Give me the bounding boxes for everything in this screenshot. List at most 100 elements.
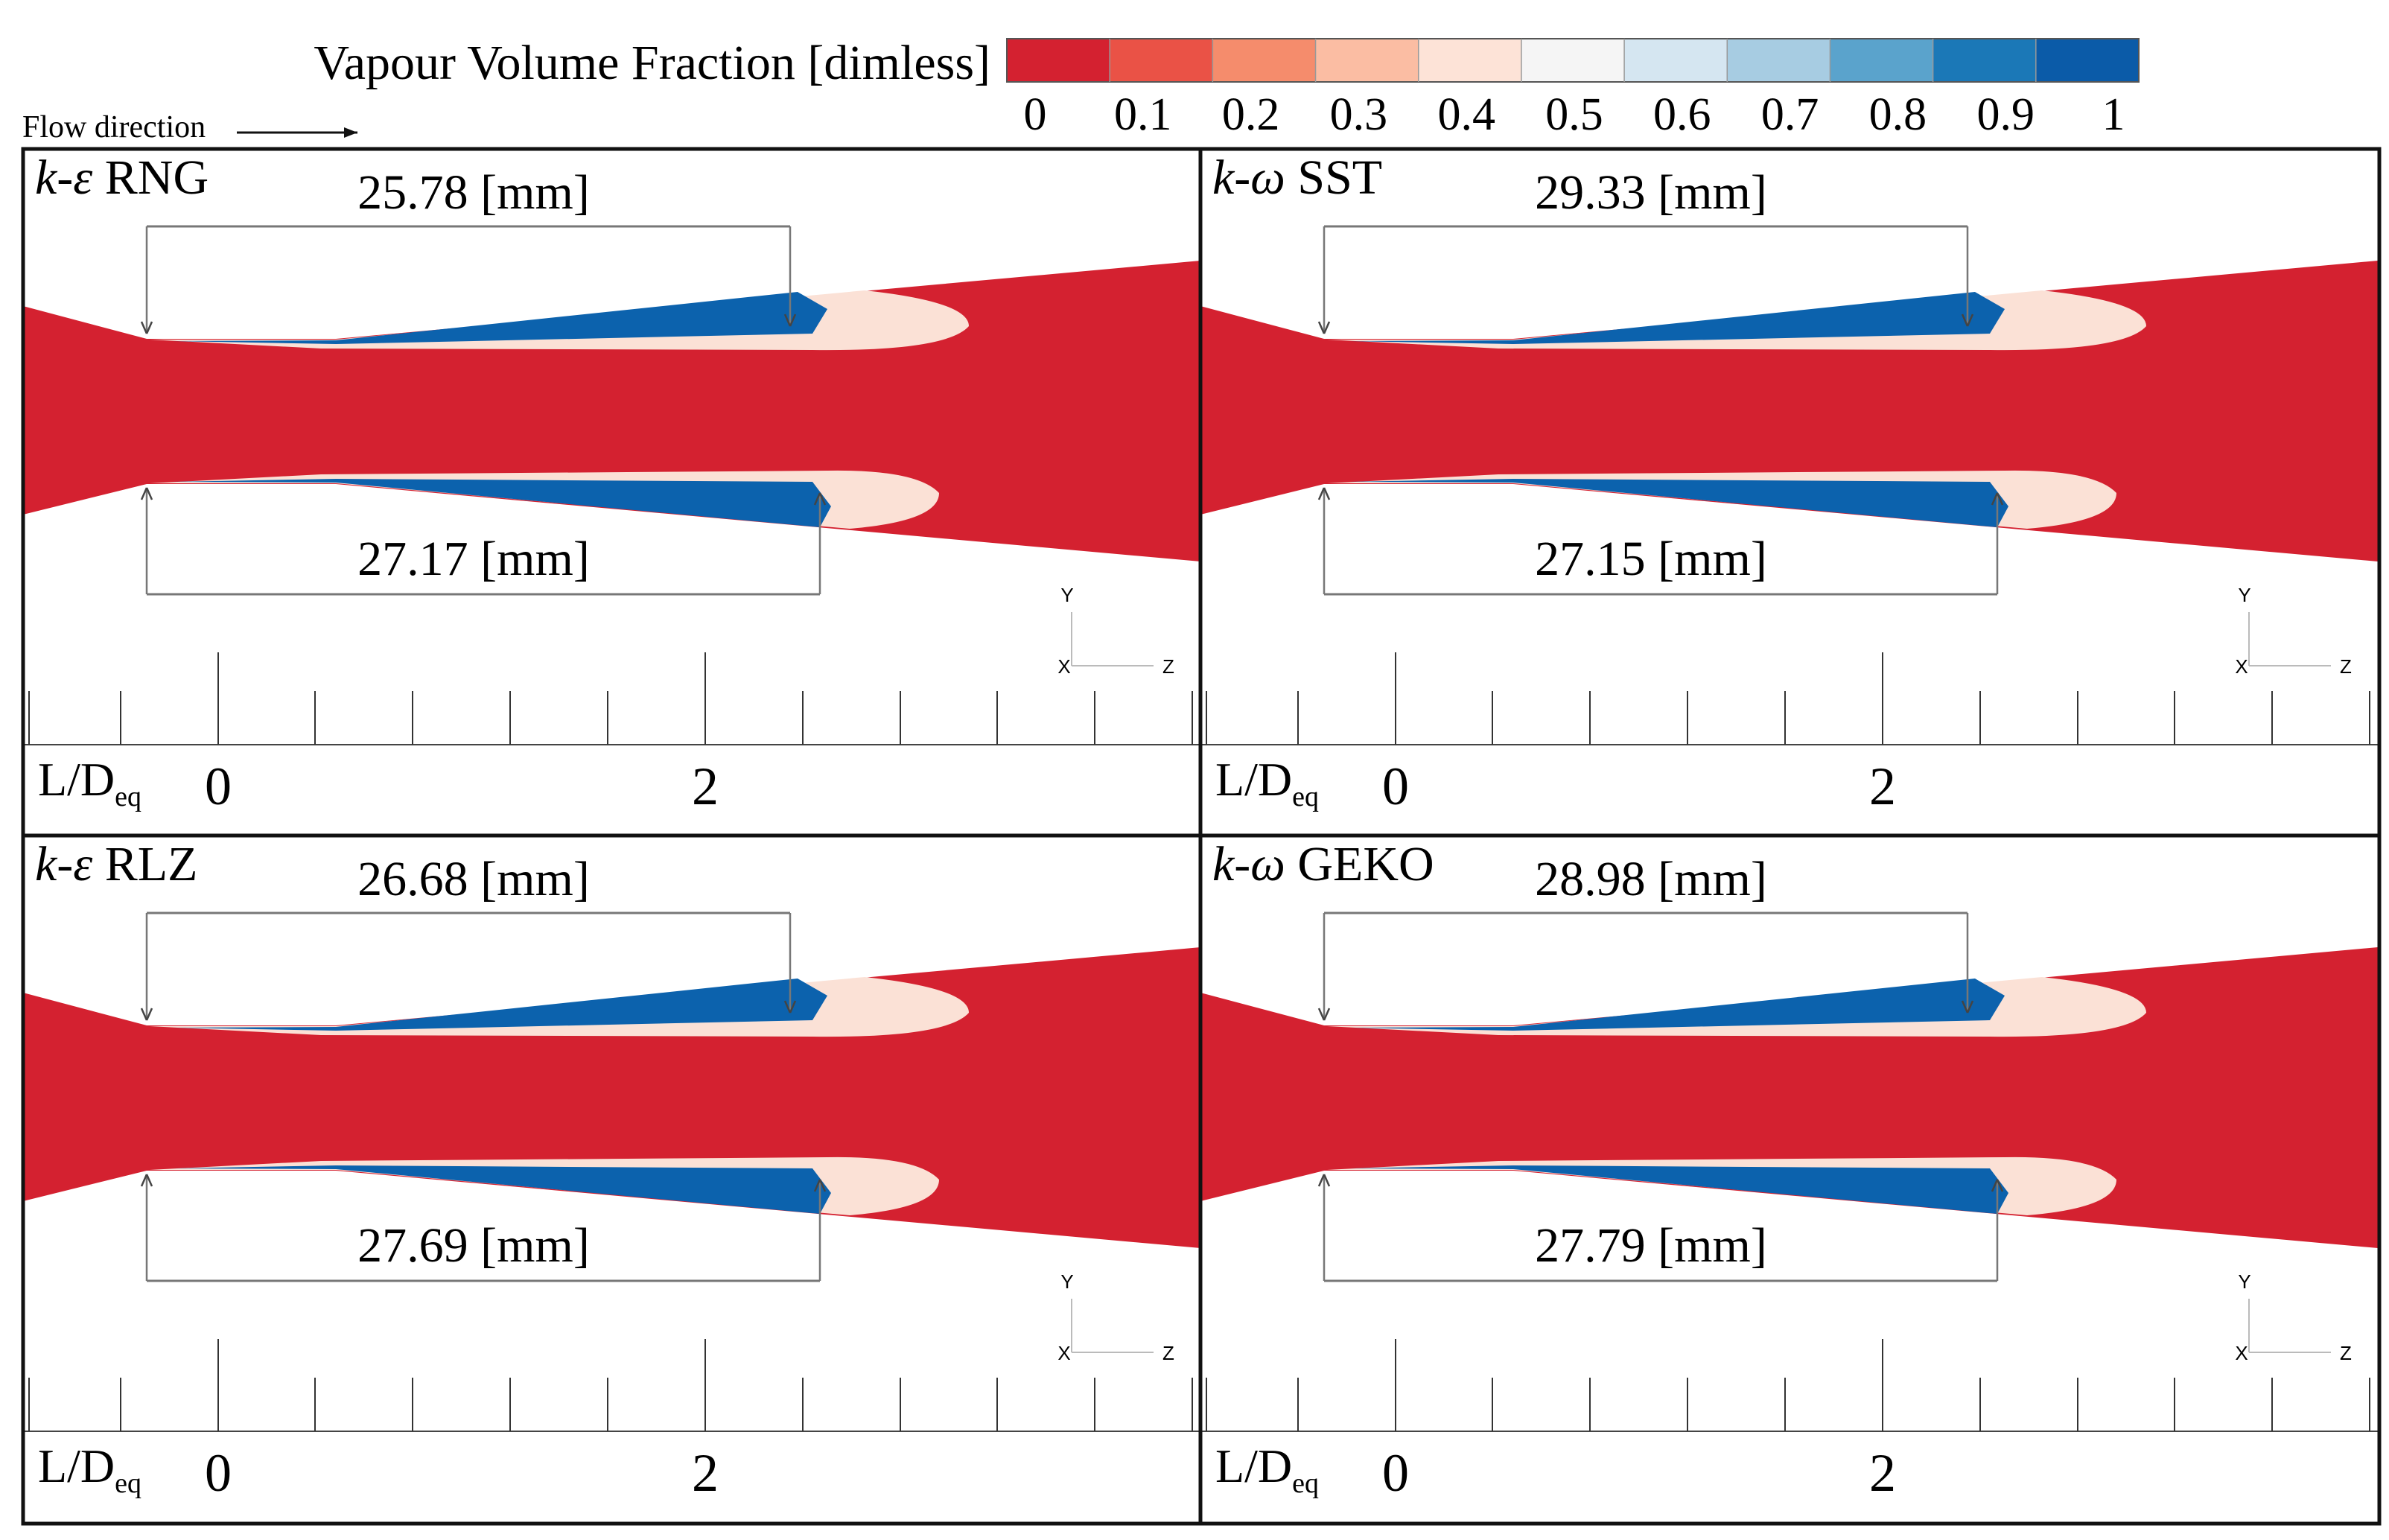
cavity-top-vapour [1349,979,2005,1031]
dimension-arrowhead [813,1179,827,1192]
top-length-backdrop [336,852,678,909]
legend-tick-label: 0.7 [1761,89,1819,140]
panels: k-ε RNG 25.78 [mm]27.17 [mm]YX ZL/Deq 0 2k-ω… [23,150,2378,1503]
coordinate-triad: Y X Z [1057,584,1174,678]
dimension-arrowhead [783,314,797,327]
model-prefix: k-ω [1212,837,1285,891]
legend-swatch [1830,39,1934,82]
legend-swatch [1212,39,1317,82]
ld-tick-label: 2 [1869,1443,1896,1503]
bottom-cavity-length: 27.69 [mm] [357,1218,590,1273]
dimension-arrowhead [140,1008,153,1021]
legend-tick-labels: 0 0.1 0.2 0.3 0.4 0.5 0.6 0.7 0.8 0.9 1 [1024,89,2125,140]
legend-tick-label: 0.1 [1114,89,1172,140]
ld-axis-label-sub: eq [115,781,141,812]
ld-axis: L/Deq 0 2 [1200,652,2378,816]
ld-axis-label-main: L/D [1215,1439,1292,1492]
legend-title: Vapour Volume Fraction [dimless] [314,36,990,90]
liquid-domain [1200,261,2378,561]
panel-model-title: k-ε RNG [35,150,209,205]
dimension-arrowhead [1317,1008,1331,1021]
triad-z-label: Z [1162,655,1174,678]
top-cavity-length: 29.33 [mm] [1535,165,1767,220]
bottom-cavity-length: 27.17 [mm] [357,532,590,586]
flow-direction: Flow direction [22,110,357,144]
panel-geko: k-ω GEKO 28.98 [mm] 27.79 [mm] Y X Z L/Deq 0 2 [1200,837,2378,1503]
top-length-backdrop [1513,165,1856,222]
model-name: RNG [92,150,209,205]
legend-border [1006,38,2140,83]
dimension-arrowhead [783,1000,797,1014]
bottom-cavity-length: 27.79 [mm] [1535,1218,1767,1273]
flow-direction-arrowhead [344,127,357,138]
legend-tick-label: 0 [1024,89,1047,140]
dimension-arrowhead [1991,492,2004,506]
ld-axis-label-sub: eq [1292,1468,1319,1499]
cavity-bottom-vapour [1349,479,2008,527]
legend-swatch [1727,39,1831,82]
legend-tick-label: 0.5 [1545,89,1603,140]
ld-axis-label-main: L/D [38,1439,115,1492]
ld-tick-label: 0 [205,757,232,816]
ld-tick-label: 0 [205,1443,232,1503]
model-name: RLZ [92,837,197,891]
model-prefix: k-ε [35,150,92,205]
liquid-domain [23,261,1200,561]
top-cavity-length: 25.78 [mm] [357,165,590,220]
ld-axis: L/Deq 0 2 [23,1339,1200,1503]
panel-model-title: k-ω GEKO [1212,837,1434,891]
cavity-top-vapour [172,292,827,344]
triad-x-label: X [2235,655,2248,678]
ld-axis-label-sub: eq [1292,781,1319,812]
dimension-arrowhead [813,492,827,506]
model-name: GEKO [1285,837,1434,891]
coordinate-triad: Y X Z [2235,584,2352,678]
legend-tick-label: 0.4 [1437,89,1495,140]
triad-x-label: X [1057,655,1070,678]
ld-axis-label: L/Deq [38,753,141,812]
bottom-cavity-length: 27.15 [mm] [1535,532,1767,586]
model-prefix: k-ε [35,837,92,891]
panel-model-title: k-ε RLZ [35,837,197,891]
panel-rng: k-ε RNG 25.78 [mm] 27.17 [mm] Y X Z L/Deq 0 2 [23,150,1200,816]
triad-z-label: Z [1162,1342,1174,1364]
ld-axis: L/Deq 0 2 [1200,1339,2378,1503]
coordinate-triad: Y X Z [2235,1270,2352,1364]
panel-grid-frame [21,147,2382,1526]
legend-swatch [1418,39,1522,82]
dimension-arrowhead [140,487,153,500]
legend-tick-label: 0.9 [1976,89,2035,140]
ld-tick-label: 2 [1869,757,1896,816]
ld-axis-label: L/Deq [38,1439,141,1499]
dimension-arrowhead [1991,1179,2004,1192]
top-length-backdrop [1513,852,1856,909]
ld-tick-label: 0 [1382,1443,1409,1503]
cavity-top-vapour [172,979,827,1031]
legend-tick-label: 1 [2102,89,2125,140]
colorbar-legend: Vapour Volume Fraction [dimless] 0 0.1 0.2… [314,36,2140,140]
ld-tick-label: 0 [1382,757,1409,816]
legend-tick-label: 0.8 [1869,89,1927,140]
dimension-arrowhead [140,1174,153,1187]
legend-swatch [1110,39,1213,82]
triad-y-label: Y [2238,584,2250,606]
dimension-arrowhead [1961,314,1974,327]
legend-tick-label: 0.6 [1653,89,1711,140]
dimension-arrowhead [140,321,153,334]
dimension-arrowhead [1317,321,1331,334]
ld-tick-label: 2 [692,757,719,816]
cavity-bottom-vapour [1349,1165,2008,1214]
ld-axis-label-sub: eq [115,1468,141,1499]
model-name: SST [1285,150,1382,205]
cavity-top-vapour [1349,292,2005,344]
triad-z-label: Z [2340,655,2352,678]
triad-y-label: Y [2238,1270,2250,1293]
top-length-backdrop [336,165,678,222]
legend-swatch [1624,39,1728,82]
legend-swatch [1007,39,1110,82]
legend-swatch [1521,39,1625,82]
legend-swatch [2035,39,2140,82]
ld-tick-label: 2 [692,1443,719,1503]
dimension-arrowhead [1317,487,1331,500]
